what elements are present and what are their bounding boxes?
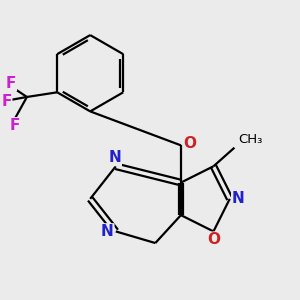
Text: N: N [109,150,121,165]
Text: O: O [207,232,220,247]
Text: N: N [101,224,114,239]
Text: O: O [184,136,197,151]
Text: F: F [6,76,16,91]
Text: N: N [232,191,244,206]
Text: F: F [10,118,20,133]
Text: CH₃: CH₃ [238,133,262,146]
Text: F: F [1,94,12,109]
